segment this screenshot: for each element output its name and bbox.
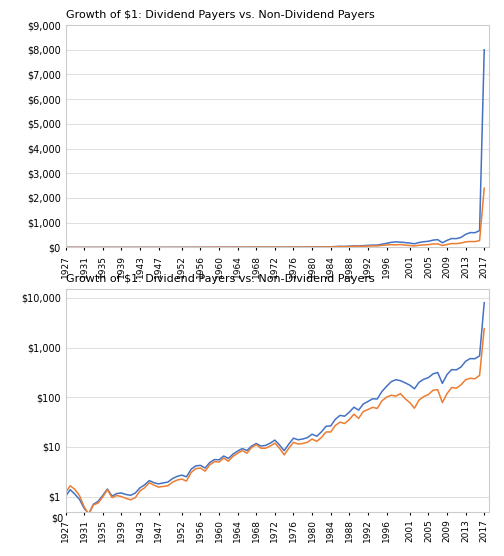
Text: Growth of $1: Dividend Payers vs. Non-Dividend Payers: Growth of $1: Dividend Payers vs. Non-Di… xyxy=(66,274,374,284)
Non-Dividend Payers xyxy=(118,244,124,251)
Dividend Payers xyxy=(118,490,124,497)
Dividend Payers xyxy=(481,299,487,306)
Dividend Payers xyxy=(174,473,180,480)
Dividend Payers xyxy=(421,376,427,383)
Non-Dividend Payers xyxy=(165,244,171,251)
Non-Dividend Payers xyxy=(481,185,487,191)
Dividend Payers xyxy=(174,244,180,251)
Non-Dividend Payers xyxy=(477,372,483,379)
Non-Dividend Payers xyxy=(86,244,92,251)
Line: Non-Dividend Payers: Non-Dividend Payers xyxy=(66,188,484,247)
Dividend Payers xyxy=(86,244,92,251)
Non-Dividend Payers xyxy=(118,493,124,500)
Dividend Payers xyxy=(118,244,124,251)
Dividend Payers xyxy=(86,510,92,517)
Non-Dividend Payers xyxy=(472,375,478,382)
Dividend Payers xyxy=(472,230,478,236)
Non-Dividend Payers xyxy=(174,244,180,251)
Dividend Payers xyxy=(165,479,171,485)
Dividend Payers xyxy=(477,353,483,359)
Dividend Payers xyxy=(165,244,171,251)
Non-Dividend Payers xyxy=(472,239,478,245)
Dividend Payers xyxy=(472,355,478,362)
Dividend Payers xyxy=(62,493,69,500)
Non-Dividend Payers xyxy=(86,511,92,518)
Non-Dividend Payers xyxy=(421,241,427,248)
Dividend Payers xyxy=(421,239,427,245)
Dividend Payers xyxy=(62,244,69,251)
Non-Dividend Payers xyxy=(174,476,180,483)
Non-Dividend Payers xyxy=(62,489,69,496)
Line: Non-Dividend Payers: Non-Dividend Payers xyxy=(66,329,484,514)
Non-Dividend Payers xyxy=(62,244,69,251)
Line: Dividend Payers: Dividend Payers xyxy=(66,49,484,247)
Dividend Payers xyxy=(481,46,487,53)
Non-Dividend Payers xyxy=(477,237,483,244)
Non-Dividend Payers xyxy=(165,483,171,489)
Text: Growth of $1: Dividend Payers vs. Non-Dividend Payers: Growth of $1: Dividend Payers vs. Non-Di… xyxy=(66,10,374,20)
Legend: Dividend Payers, Non-Dividend Payers: Dividend Payers, Non-Dividend Payers xyxy=(144,315,410,325)
Dividend Payers xyxy=(477,227,483,234)
Line: Dividend Payers: Dividend Payers xyxy=(66,302,484,514)
Non-Dividend Payers xyxy=(421,393,427,400)
Text: $0: $0 xyxy=(51,514,64,524)
Non-Dividend Payers xyxy=(481,325,487,332)
